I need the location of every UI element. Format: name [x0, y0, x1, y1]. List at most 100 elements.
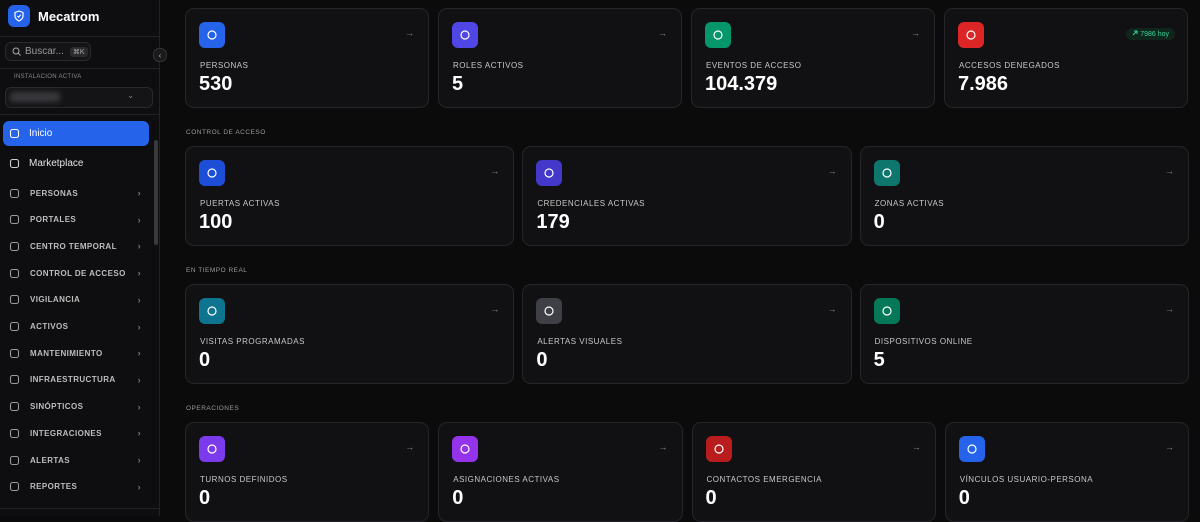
card-arrow: → — [827, 304, 837, 314]
card-label: ACCESOS DENEGADOS — [959, 61, 1060, 70]
nav-group[interactable]: INFRAESTRUCTURA › — [3, 369, 149, 391]
card-label: CONTACTOS EMERGENCIA — [706, 475, 822, 484]
nav-group-label: REPORTES — [30, 482, 78, 492]
card-arrow: → — [911, 28, 920, 38]
card-icon — [452, 22, 478, 48]
stat-card[interactable]: → VISITAS PROGRAMADAS 0 — [185, 284, 515, 384]
nav-group[interactable]: SINÓPTICOS › — [3, 396, 149, 418]
card-icon — [452, 436, 479, 462]
nav-group[interactable]: MANTENIMIENTO › — [3, 342, 149, 364]
scrollbar — [154, 140, 158, 245]
card-icon — [873, 298, 900, 324]
card-icon — [536, 298, 563, 324]
card-label: DISPOSITIVOS ONLINE — [874, 337, 973, 346]
brand[interactable]: Mecatrom — [8, 5, 99, 27]
nav-group[interactable]: PORTALES › — [3, 209, 149, 231]
card-icon — [199, 160, 225, 186]
nav-group[interactable]: INTEGRACIONES › — [3, 422, 149, 444]
card-label: VISITAS PROGRAMADAS — [200, 337, 305, 346]
stat-card[interactable]: → PUERTAS ACTIVAS 100 — [185, 146, 515, 246]
card-icon — [199, 436, 225, 462]
nav-group-label: PERSONAS — [30, 188, 79, 198]
section-title: CONTROL DE ACCESO — [186, 129, 266, 136]
nav-group-label: CONTROL DE ACCESO — [30, 268, 126, 278]
nav-group-label: ALERTAS — [30, 455, 70, 465]
chevron: › — [137, 268, 141, 279]
card-label: EVENTOS DE ACCESO — [706, 61, 802, 70]
card-value: 530 — [199, 73, 233, 95]
card-arrow: → — [658, 28, 667, 38]
search-placeholder: Buscar... — [25, 46, 64, 57]
card-icon — [958, 436, 985, 462]
nav-group-label: VIGILANCIA — [30, 295, 81, 305]
stat-card[interactable]: → ZONAS ACTIVAS 0 — [859, 146, 1189, 246]
card-icon — [705, 22, 731, 48]
card-label: PERSONAS — [200, 61, 249, 70]
nav-group[interactable]: PERSONAS › — [3, 182, 149, 204]
shortcut: ⌘K — [69, 46, 88, 57]
card-value: 5 — [452, 73, 464, 95]
card-icon — [958, 22, 984, 48]
chevron: › — [137, 455, 141, 465]
card-arrow: → — [1165, 442, 1174, 452]
divider — [0, 114, 159, 115]
badge-text: 7986 hoy — [1140, 31, 1169, 38]
card-icon — [873, 160, 900, 186]
card-label: VÍNCULOS USUARIO-PERSONA — [959, 475, 1094, 484]
nav-item[interactable]: Marketplace — [3, 151, 149, 176]
installation-label: INSTALACION ACTIVA — [14, 74, 82, 80]
card-label: PUERTAS ACTIVAS — [200, 199, 280, 208]
card-value: 0 — [536, 349, 548, 371]
chevron: › — [137, 321, 141, 332]
card-value: 0 — [199, 349, 211, 371]
stat-card[interactable]: → CREDENCIALES ACTIVAS 179 — [522, 146, 852, 246]
nav-label: Inicio — [29, 128, 53, 139]
collapse-button[interactable]: ‹ — [153, 48, 167, 62]
divider — [0, 68, 159, 69]
stat-card[interactable]: → DISPOSITIVOS ONLINE 5 — [859, 284, 1189, 384]
installation-select[interactable]: ⌄ — [5, 87, 153, 108]
nav-group-label: CENTRO TEMPORAL — [30, 241, 117, 251]
card-value: 100 — [199, 211, 233, 233]
card-arrow: → — [405, 28, 414, 38]
nav-group-label: PORTALES — [30, 215, 77, 225]
nav-group[interactable]: CONTROL DE ACCESO › — [3, 262, 149, 284]
chevron: › — [137, 188, 141, 198]
stat-card[interactable]: → ROLES ACTIVOS 5 — [438, 8, 682, 108]
stat-card[interactable]: → ALERTAS VISUALES 0 — [522, 284, 852, 384]
card-value: 0 — [705, 487, 717, 509]
card-arrow: → — [405, 442, 415, 452]
nav-group[interactable]: REPORTES › — [3, 476, 149, 498]
chevron: › — [137, 428, 141, 439]
stat-card[interactable]: → PERSONAS 530 — [185, 8, 429, 108]
card-arrow: → — [658, 442, 668, 452]
stat-card[interactable]: → ASIGNACIONES ACTIVAS 0 — [438, 422, 683, 522]
stat-card[interactable]: → EVENTOS DE ACCESO 104.379 — [691, 8, 935, 108]
card-arrow: → — [1164, 304, 1174, 314]
card-label: TURNOS DEFINIDOS — [200, 475, 288, 484]
card-value: 5 — [873, 349, 885, 371]
card-arrow: → — [827, 166, 837, 176]
card-value: 0 — [452, 487, 464, 509]
nav-group[interactable]: ACTIVOS › — [3, 316, 149, 338]
card-value: 0 — [873, 211, 885, 233]
stat-card[interactable]: → CONTACTOS EMERGENCIA 0 — [691, 422, 936, 522]
search[interactable]: Buscar... ⌘K — [5, 42, 91, 61]
nav-group-label: MANTENIMIENTO — [30, 348, 103, 358]
card-arrow: → — [490, 304, 500, 314]
card-value: 7.986 — [958, 73, 1009, 95]
card-icon — [199, 22, 225, 48]
card-arrow: → — [1164, 166, 1174, 176]
chevron: › — [137, 348, 141, 359]
stat-card[interactable]: → VÍNCULOS USUARIO-PERSONA 0 — [944, 422, 1189, 522]
card-value: 104.379 — [705, 73, 778, 95]
card-icon — [536, 160, 563, 186]
stat-card[interactable]: → TURNOS DEFINIDOS 0 — [185, 422, 430, 522]
card-value: 0 — [199, 487, 211, 509]
nav-group[interactable]: CENTRO TEMPORAL › — [3, 235, 149, 257]
nav-group[interactable]: ALERTAS › — [3, 449, 149, 471]
nav-group[interactable]: VIGILANCIA › — [3, 289, 149, 311]
nav-item[interactable]: Inicio — [3, 121, 149, 146]
chevron: › — [137, 374, 141, 385]
